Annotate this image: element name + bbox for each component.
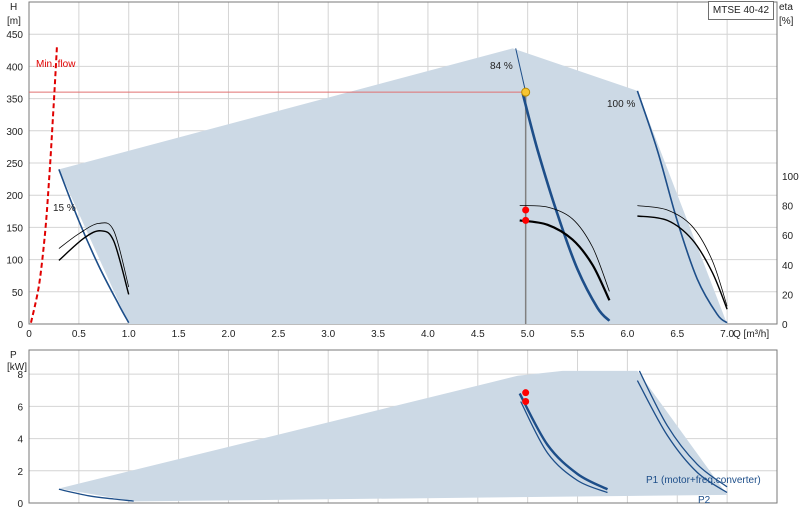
eta-point-1 <box>522 216 530 224</box>
q-axis-label: Q [m³/h] <box>733 329 769 340</box>
eta-curve-3 <box>519 219 611 301</box>
q-tick-label: 5.5 <box>571 329 585 340</box>
eta-curve-5 <box>637 215 728 310</box>
duty-point-marker <box>521 87 531 97</box>
p-tick-label: 4 <box>17 435 23 446</box>
head-envelope-area <box>58 48 728 325</box>
power-envelope-area <box>58 370 728 502</box>
power-point-1 <box>522 398 530 406</box>
power-frame <box>28 349 778 504</box>
q-tick-label: 1.5 <box>172 329 186 340</box>
h-axis-unit: [m] <box>7 16 21 27</box>
speed-label-84: 84 % <box>490 61 513 72</box>
eta-curve-4 <box>637 205 728 307</box>
q-tick-label: 3.0 <box>321 329 335 340</box>
q-tick-label: 0.5 <box>72 329 86 340</box>
q-tick-label: 0 <box>26 329 32 340</box>
speed-label-100: 100 % <box>607 99 635 110</box>
power-curve-p2-3 <box>520 401 608 494</box>
min-flow-curve <box>30 47 58 323</box>
q-tick-label: 6.5 <box>670 329 684 340</box>
h-tick-label: 200 <box>6 191 23 202</box>
power-curve-p1-1 <box>518 392 609 491</box>
q-tick-label: 2.5 <box>271 329 285 340</box>
q-tick-label: 6.0 <box>620 329 634 340</box>
head-curve-100 <box>636 90 728 324</box>
q-tick-label: 5.0 <box>521 329 535 340</box>
head-curves-layer <box>29 47 728 324</box>
h-tick-label: 250 <box>6 159 23 170</box>
eta-tick-label: 20 <box>782 290 794 301</box>
power-curve-p1-0 <box>58 488 134 502</box>
q-tick-label: 7.0 <box>720 329 734 340</box>
h-tick-label: 50 <box>12 288 24 299</box>
eta-point-0 <box>522 206 530 214</box>
p-tick-label: 2 <box>17 467 23 478</box>
h-tick-label: 400 <box>6 62 23 73</box>
power-curve-p2-4 <box>636 380 728 494</box>
eta-tick-label: 40 <box>782 261 794 272</box>
head-ticks-layer: 0 0.5 1.0 1.5 2.0 2.5 3.0 3.5 4.0 4.5 5.0 5.5 6.0 6.5… <box>6 30 799 340</box>
p-axis-unit: [kW] <box>7 362 27 373</box>
h-tick-label: 150 <box>6 223 23 234</box>
eta-curve-0 <box>58 222 130 288</box>
min-flow-label: Min. flow <box>36 59 76 70</box>
h-tick-label: 0 <box>17 320 23 331</box>
power-curves-layer <box>58 370 728 502</box>
head-envelope-layer <box>58 48 728 325</box>
q-tick-label: 1.0 <box>122 329 136 340</box>
eta-axis-unit: [%] <box>779 16 794 27</box>
h-tick-label: 100 <box>6 256 23 267</box>
model-label: MTSE 40-42 <box>708 1 774 20</box>
q-tick-label: 4.0 <box>421 329 435 340</box>
head-curve-15 <box>58 169 130 324</box>
power-envelope-layer <box>58 370 728 502</box>
p-tick-label: 0 <box>17 499 23 510</box>
h-tick-label: 350 <box>6 95 23 106</box>
q-tick-label: 2.0 <box>222 329 236 340</box>
power-point-0 <box>522 389 530 397</box>
legend-p2: P2 <box>698 495 711 506</box>
q-tick-label: 3.5 <box>371 329 385 340</box>
h-tick-label: 450 <box>6 30 23 41</box>
p-tick-label: 8 <box>17 370 23 381</box>
eta-tick-label: 60 <box>782 231 794 242</box>
legend-p1: P1 (motor+freq.converter) <box>646 475 761 486</box>
h-axis-label: H <box>10 2 17 13</box>
eta-tick-label: 100 <box>782 172 799 183</box>
eta-curve-2 <box>519 205 610 292</box>
chart-labels-layer: H [m] eta [%] Q [m³/h] P [kW] Min. flow … <box>7 2 794 506</box>
power-curve-p1-2 <box>638 370 728 488</box>
power-ticks-layer: 0 2 4 6 8 <box>17 370 23 510</box>
eta-tick-label: 80 <box>782 202 794 213</box>
label-84-leader <box>515 48 527 93</box>
p-tick-label: 6 <box>17 402 23 413</box>
eta-curve-1 <box>58 230 130 295</box>
p-axis-label: P <box>10 350 17 361</box>
speed-label-15: 15 % <box>53 203 76 214</box>
q-tick-label: 4.5 <box>471 329 485 340</box>
h-tick-label: 300 <box>6 127 23 138</box>
eta-axis-label: eta <box>779 2 793 13</box>
eta-tick-label: 0 <box>782 320 788 331</box>
head-curve-84 <box>521 93 611 322</box>
